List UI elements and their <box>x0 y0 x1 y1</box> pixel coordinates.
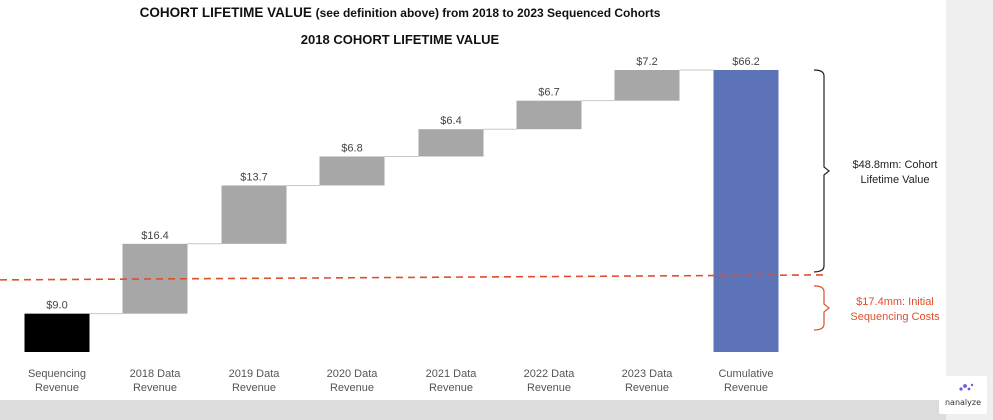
category-label-3: 2020 Data Revenue <box>327 368 379 394</box>
nanalyze-logo: nanalyze <box>939 376 987 414</box>
logo-text: nanalyze <box>944 398 982 407</box>
category-label-5: 2022 Data Revenue <box>524 368 576 394</box>
bracket-annotation-1: $17.4mm: Initial Sequencing Costs <box>850 296 940 323</box>
category-label-1: 2018 Data Revenue <box>130 368 182 394</box>
category-label-0: Sequencing Revenue <box>28 368 86 394</box>
right-border-strip <box>946 0 993 420</box>
bar-value-label-4: $6.4 <box>440 115 461 127</box>
reference-dashed-line <box>0 274 827 281</box>
bar-7 <box>713 70 779 352</box>
waterfall-chart: $9.0 Sequencing Revenue $16.4 2018 Data Reven… <box>0 56 940 394</box>
bar-value-label-1: $16.4 <box>141 230 169 242</box>
category-label-2: 2019 Data Revenue <box>229 368 281 394</box>
bar-3 <box>319 156 385 186</box>
bracket-annotation-0: $48.8mm: Cohort Lifetime Value <box>853 159 938 186</box>
bracket-1 <box>813 285 830 331</box>
chart-title: COHORT LIFETIME VALUE (see definition ab… <box>0 5 800 20</box>
bottom-border-strip <box>0 400 946 420</box>
bar-value-label-7: $66.2 <box>732 56 760 68</box>
bar-value-label-5: $6.7 <box>538 87 559 99</box>
bar-value-label-6: $7.2 <box>636 56 657 68</box>
bar-0 <box>24 313 90 352</box>
logo-dots-icon <box>959 383 974 391</box>
bar-6 <box>614 70 680 101</box>
bar-value-label-2: $13.7 <box>240 171 268 183</box>
slide-canvas <box>0 0 946 400</box>
bar-4 <box>418 129 484 157</box>
bar-2 <box>221 185 287 244</box>
bar-value-label-3: $6.8 <box>341 142 362 154</box>
chart-title-note: (see definition above) from 2018 to 2023… <box>315 6 661 20</box>
category-label-7: Cumulative Revenue <box>718 368 773 394</box>
chart-title-main: COHORT LIFETIME VALUE <box>139 5 312 20</box>
bracket-0 <box>813 69 830 273</box>
category-label-6: 2023 Data Revenue <box>622 368 674 394</box>
category-label-4: 2021 Data Revenue <box>426 368 478 394</box>
bar-5 <box>516 100 582 130</box>
chart-subtitle: 2018 COHORT LIFETIME VALUE <box>300 32 500 47</box>
bar-value-label-0: $9.0 <box>46 300 67 312</box>
